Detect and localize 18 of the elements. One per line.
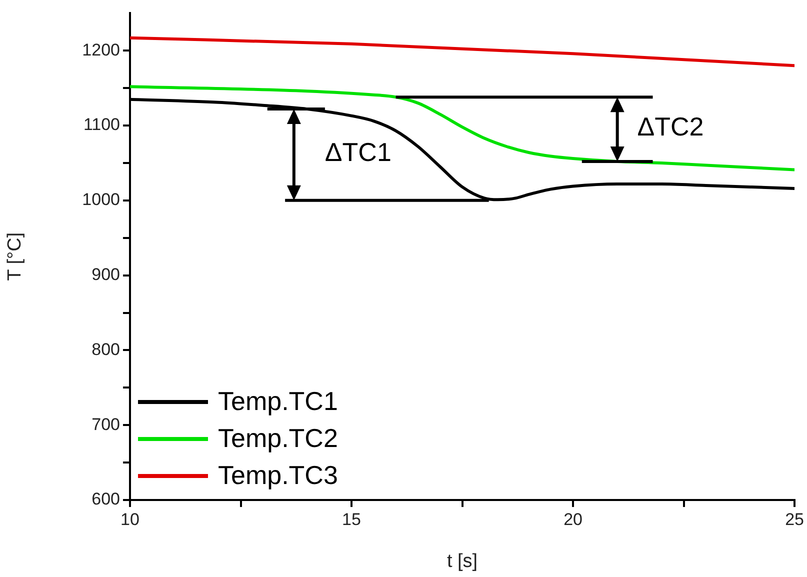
y-tick-label: 1000 xyxy=(82,190,120,210)
y-axis-title: T [°C] xyxy=(4,232,26,281)
x-axis-title: t [s] xyxy=(446,550,478,572)
x-tick-label: 20 xyxy=(564,510,582,529)
annotation: ΔTC2 xyxy=(637,112,704,142)
legend-label: Temp.TC2 xyxy=(218,422,338,455)
y-tick-label: 1100 xyxy=(83,115,120,134)
y-tick-label: 700 xyxy=(92,414,120,434)
legend-label: Temp.TC3 xyxy=(218,459,338,492)
y-tick-label: 800 xyxy=(92,340,120,359)
x-tick-label: 10 xyxy=(120,510,140,529)
x-tick-label: 15 xyxy=(342,510,361,529)
y-tick-label: 1200 xyxy=(82,40,120,60)
annotation: ΔTC1 xyxy=(324,137,392,168)
y-tick-label: 600 xyxy=(92,490,120,509)
x-tick-label: 25 xyxy=(785,510,804,529)
y-tick-label: 900 xyxy=(92,265,120,284)
legend-label: Temp.TC1 xyxy=(218,385,338,418)
